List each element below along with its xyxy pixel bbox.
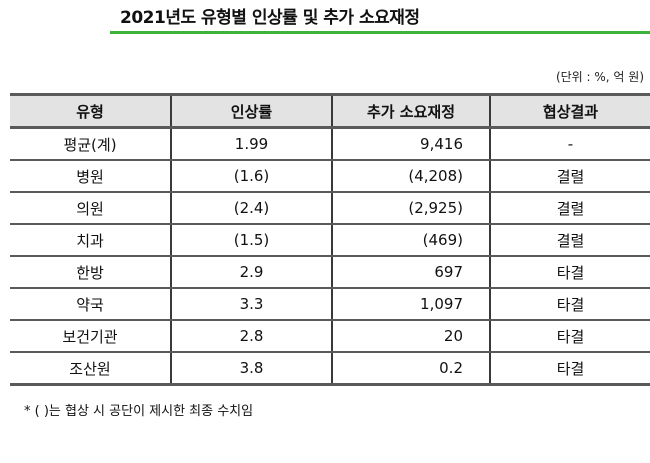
cell-rate: 1.99	[170, 127, 332, 161]
cell-type: 병원	[10, 160, 171, 193]
table-row: 병원 (1.6) (4,208) 결렬	[10, 160, 650, 193]
fee-increase-table: 유형 인상률 추가 소요재정 협상결과 평균(계) 1.99 9,416 - 병…	[10, 93, 650, 386]
table-row: 보건기관 2.8 20 타결	[10, 320, 650, 353]
cell-rate: (2.4)	[170, 192, 332, 225]
cell-budget: 0.2	[331, 352, 490, 386]
cell-budget: (4,208)	[331, 160, 490, 193]
cell-rate: 2.9	[170, 256, 332, 289]
cell-rate: (1.6)	[170, 160, 332, 193]
cell-result: 결렬	[489, 224, 650, 257]
cell-result: 타결	[489, 352, 650, 386]
header-result: 협상결과	[489, 93, 650, 129]
title-underline	[110, 31, 650, 34]
cell-rate: 3.3	[170, 288, 332, 321]
cell-result: 결렬	[489, 160, 650, 193]
cell-type: 한방	[10, 256, 171, 289]
cell-budget: 9,416	[331, 127, 490, 161]
cell-result: 타결	[489, 288, 650, 321]
cell-type: 약국	[10, 288, 171, 321]
document-title: 2021년도 유형별 인상률 및 추가 소요재정	[120, 8, 420, 28]
table-row: 한방 2.9 697 타결	[10, 256, 650, 289]
cell-result: 결렬	[489, 192, 650, 225]
cell-budget: 697	[331, 256, 490, 289]
cell-type: 의원	[10, 192, 171, 225]
cell-rate: 3.8	[170, 352, 332, 386]
cell-type: 치과	[10, 224, 171, 257]
table-row: 평균(계) 1.99 9,416 -	[10, 127, 650, 161]
table-header-row: 유형 인상률 추가 소요재정 협상결과	[10, 93, 650, 129]
cell-type: 조산원	[10, 352, 171, 386]
table-row: 약국 3.3 1,097 타결	[10, 288, 650, 321]
table-row: 조산원 3.8 0.2 타결	[10, 352, 650, 386]
cell-budget: 1,097	[331, 288, 490, 321]
cell-type: 평균(계)	[10, 127, 171, 161]
footnote: * ( )는 협상 시 공단이 제시한 최종 수치임	[24, 404, 254, 419]
cell-rate: (1.5)	[170, 224, 332, 257]
cell-result: -	[489, 127, 650, 161]
cell-budget: 20	[331, 320, 490, 353]
unit-note: (단위 : %, 억 원)	[555, 70, 644, 84]
cell-budget: (2,925)	[331, 192, 490, 225]
header-budget: 추가 소요재정	[331, 93, 490, 129]
table-row: 치과 (1.5) (469) 결렬	[10, 224, 650, 257]
header-type: 유형	[10, 93, 171, 129]
cell-rate: 2.8	[170, 320, 332, 353]
table-row: 의원 (2.4) (2,925) 결렬	[10, 192, 650, 225]
cell-result: 타결	[489, 256, 650, 289]
header-rate: 인상률	[170, 93, 332, 129]
cell-result: 타결	[489, 320, 650, 353]
cell-budget: (469)	[331, 224, 490, 257]
cell-type: 보건기관	[10, 320, 171, 353]
